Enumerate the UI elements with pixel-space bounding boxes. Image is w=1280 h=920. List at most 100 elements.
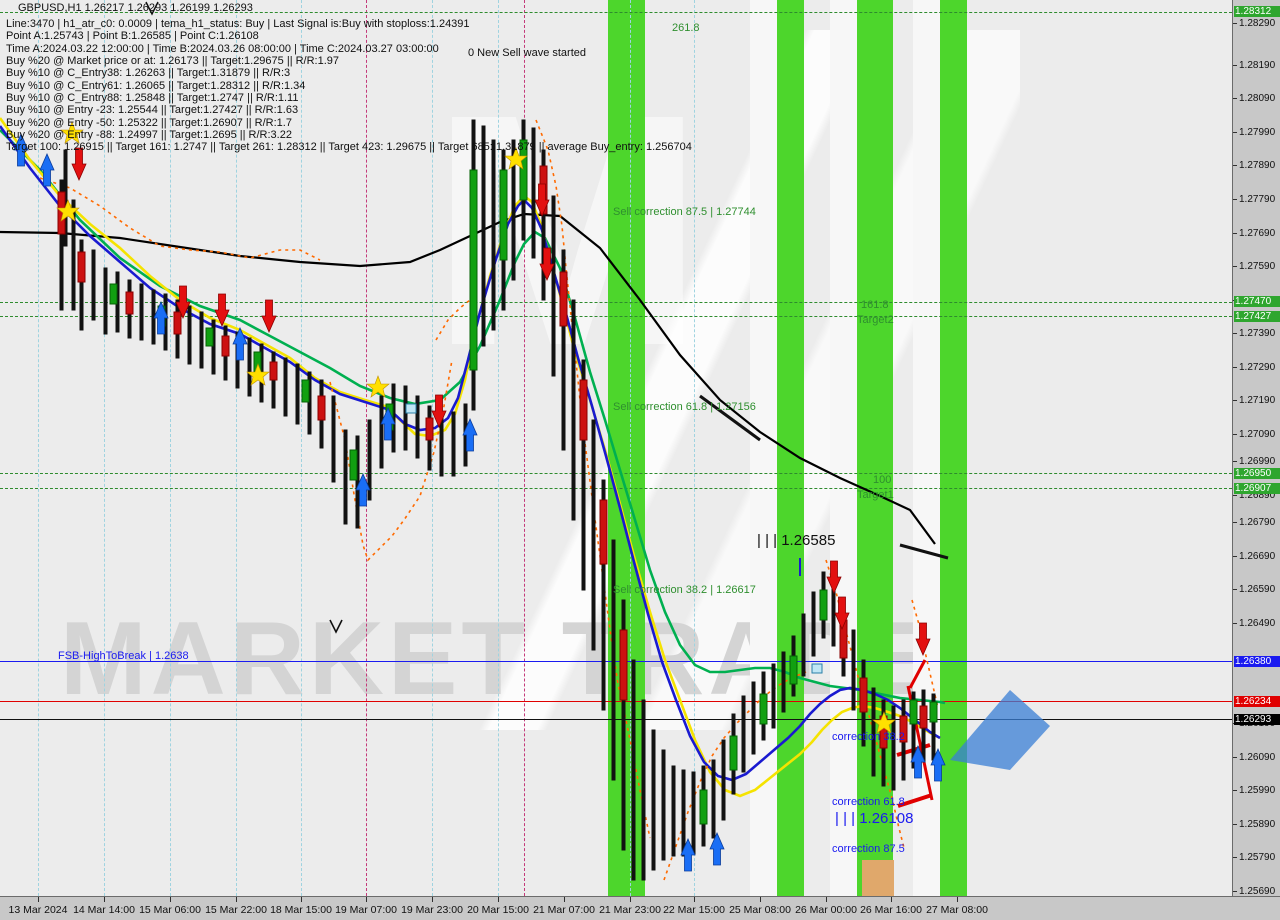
- time-tick-mark-icon: [630, 897, 631, 902]
- price-tick-label: 1.27690: [1239, 228, 1276, 239]
- tick-mark-icon: [1233, 890, 1237, 892]
- symbol-title: GBPUSD,H1 1.26217 1.26293 1.26199 1.2629…: [18, 2, 253, 14]
- price-tick: 1.26690: [1233, 551, 1280, 562]
- session-band-white-1: [750, 0, 777, 896]
- price-tick: 1.25790: [1233, 852, 1280, 863]
- price-tick-label: 1.27390: [1239, 328, 1276, 339]
- info-line: Buy %20 @ Market price or at: 1.26173 ||…: [6, 55, 340, 68]
- level-line-target1: [0, 488, 1232, 489]
- info-line: Target 100: 1.26915 || Target 161: 1.274…: [6, 141, 692, 154]
- price-tick: 1.26990: [1233, 456, 1280, 467]
- time-tick-mark-icon: [760, 897, 761, 902]
- price-tick: 1.27290: [1233, 362, 1280, 373]
- tick-mark-icon: [1233, 789, 1237, 791]
- price-tick: 1.27090: [1233, 429, 1280, 440]
- time-tick-label: 21 Mar 07:00: [533, 904, 595, 916]
- price-tag-green[interactable]: 1.27470: [1234, 296, 1280, 307]
- annotation-point-c-value: | | | 1.26108: [835, 810, 914, 827]
- price-tick-label: 1.27890: [1239, 160, 1276, 171]
- price-tick: 1.26090: [1233, 752, 1280, 763]
- price-tick: 1.27790: [1233, 194, 1280, 205]
- price-tick-label: 1.27190: [1239, 395, 1276, 406]
- time-tick-label: 21 Mar 23:00: [599, 904, 661, 916]
- price-tick-label: 1.26590: [1239, 584, 1276, 595]
- tick-mark-icon: [1233, 494, 1237, 496]
- price-tick: 1.28290: [1233, 18, 1280, 29]
- level-line-2618: [0, 12, 1232, 13]
- time-tick-mark-icon: [104, 897, 105, 902]
- tick-mark-icon: [1233, 521, 1237, 523]
- price-tick-label: 1.26090: [1239, 752, 1276, 763]
- session-band-orange: [862, 860, 894, 896]
- tick-mark-icon: [1233, 622, 1237, 624]
- session-band-green-4: [940, 0, 967, 896]
- time-tick-label: 22 Mar 15:00: [663, 904, 725, 916]
- indicator-info-block: Line:3470 | h1_atr_c0: 0.0009 | tema_h1_…: [6, 18, 692, 154]
- price-tick-label: 1.27090: [1239, 429, 1276, 440]
- info-line: Buy %10 @ C_Entry38: 1.26263 || Target:1…: [6, 67, 291, 80]
- price-tick-label: 1.25790: [1239, 852, 1276, 863]
- info-line: Buy %10 @ C_Entry88: 1.25848 || Target:1…: [6, 92, 299, 105]
- time-tick-mark-icon: [498, 897, 499, 902]
- chart-plot-area[interactable]: M MARKET TRADE: [0, 0, 1232, 896]
- time-tick-label: 15 Mar 06:00: [139, 904, 201, 916]
- price-tick-label: 1.25690: [1239, 886, 1276, 897]
- entry-box-marker: [811, 663, 823, 674]
- annotation-fib-161: 161.8: [861, 299, 889, 311]
- time-tick-label: 14 Mar 14:00: [73, 904, 135, 916]
- annotation-correction-875: correction 87.5: [832, 843, 905, 855]
- price-tick-label: 1.28090: [1239, 93, 1276, 104]
- session-band-white-3: [913, 0, 940, 896]
- time-tick-mark-icon: [170, 897, 171, 902]
- price-tick: 1.27890: [1233, 160, 1280, 171]
- time-tick-mark-icon: [432, 897, 433, 902]
- time-tick-mark-icon: [694, 897, 695, 902]
- price-tick-label: 1.27990: [1239, 127, 1276, 138]
- time-tick-mark-icon: [564, 897, 565, 902]
- time-tick-label: 25 Mar 08:00: [729, 904, 791, 916]
- tick-mark-icon: [1233, 856, 1237, 858]
- price-tag-green[interactable]: 1.27427: [1234, 311, 1280, 322]
- time-axis[interactable]: 13 Mar 2024 14 Mar 14:00 15 Mar 06:00 15 Ma…: [0, 896, 1280, 920]
- price-tick-label: 1.28190: [1239, 60, 1276, 71]
- price-tick-label: 1.26990: [1239, 456, 1276, 467]
- info-line: Line:3470 | h1_atr_c0: 0.0009 | tema_h1_…: [6, 18, 470, 30]
- price-tag-green[interactable]: 1.26907: [1234, 483, 1280, 494]
- price-tick: 1.27590: [1233, 261, 1280, 272]
- price-tag-green[interactable]: 1.28312: [1234, 6, 1280, 17]
- tick-mark-icon: [1233, 131, 1237, 133]
- price-tick: 1.27390: [1233, 328, 1280, 339]
- price-tag-black[interactable]: 1.26293: [1234, 714, 1280, 725]
- time-tick-mark-icon: [301, 897, 302, 902]
- price-tag-blue[interactable]: 1.26380: [1234, 656, 1280, 667]
- info-line: Buy %10 @ C_Entry61: 1.26065 || Target:1…: [6, 79, 306, 92]
- tick-mark-icon: [1233, 164, 1237, 166]
- price-tick: 1.27990: [1233, 127, 1280, 138]
- tick-mark-icon: [1233, 265, 1237, 267]
- price-tick: 1.27690: [1233, 228, 1280, 239]
- price-tag-red[interactable]: 1.26234: [1234, 696, 1280, 707]
- time-tick-label: 26 Mar 16:00: [860, 904, 922, 916]
- annotation-correction-618: correction 61.8: [832, 796, 905, 808]
- price-axis[interactable]: 1.28290 1.28190 1.28090 1.27990 1.27890 1.277…: [1232, 0, 1280, 897]
- tick-mark-icon: [1233, 22, 1237, 24]
- price-tick-label: 1.26690: [1239, 551, 1276, 562]
- tick-mark-icon: [1233, 756, 1237, 758]
- price-tick-label: 1.25890: [1239, 819, 1276, 830]
- tick-mark-icon: [1233, 460, 1237, 462]
- buy-arrow-icon: [13, 133, 946, 872]
- tick-mark-icon: [1233, 588, 1237, 590]
- info-line: Point A:1.25743 | Point B:1.26585 | Poin…: [6, 30, 259, 43]
- tick-mark-icon: [1233, 198, 1237, 200]
- session-band-white-2: [830, 0, 857, 896]
- vgrid-line: [694, 0, 695, 896]
- entry-box-marker: [405, 403, 417, 414]
- annotation-correction-382: correction 38.2: [832, 731, 905, 743]
- price-tag-green[interactable]: 1.26950: [1234, 468, 1280, 479]
- price-tick: 1.26790: [1233, 517, 1280, 528]
- time-tick-mark-icon: [366, 897, 367, 902]
- annotation-sell-correction-618: Sell correction 61.8 | 1.27156: [613, 401, 756, 413]
- price-tick-label: 1.26490: [1239, 618, 1276, 629]
- price-tick: 1.26590: [1233, 584, 1280, 595]
- price-tick-label: 1.27590: [1239, 261, 1276, 272]
